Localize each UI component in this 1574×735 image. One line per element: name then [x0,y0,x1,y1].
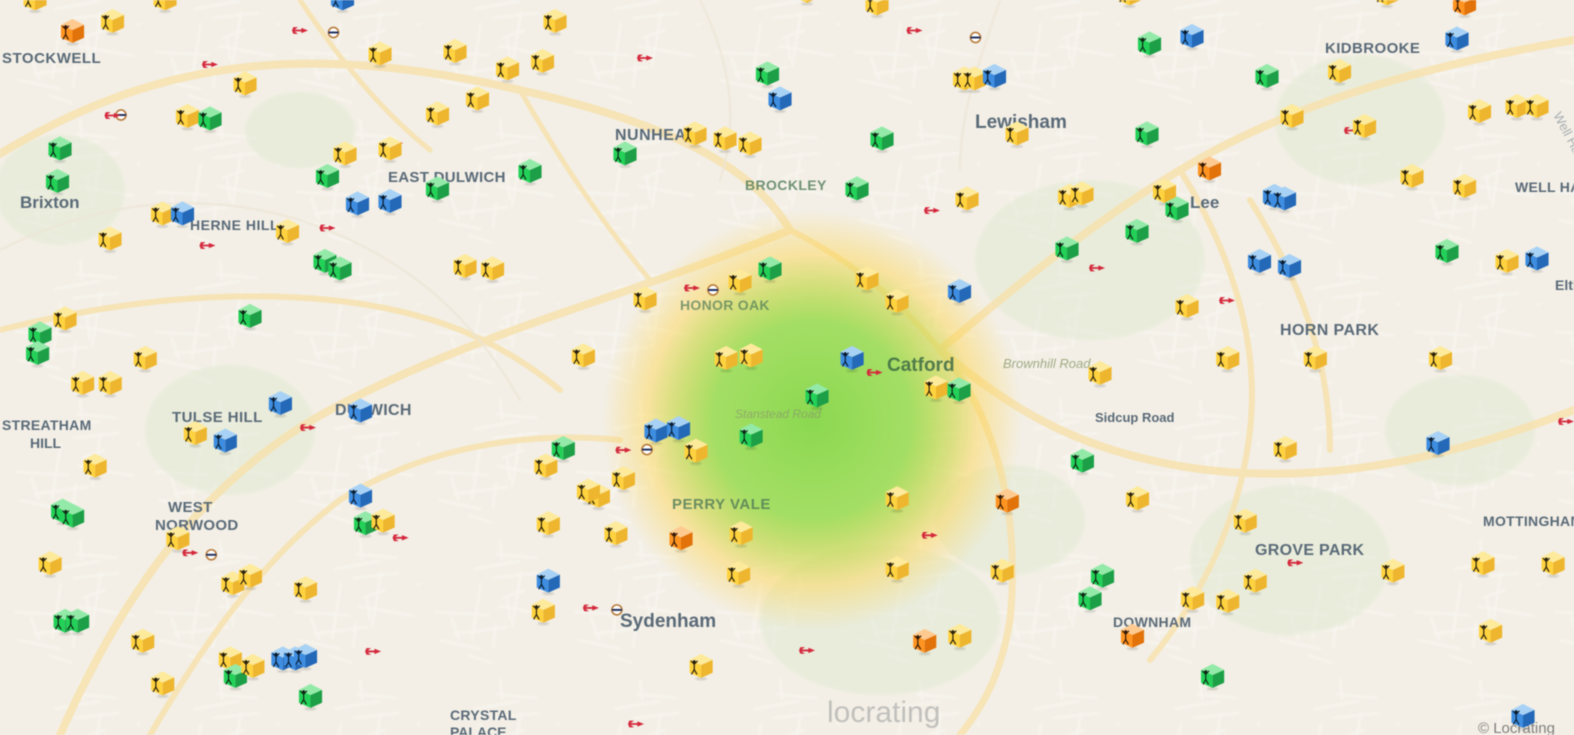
svg-text:MOTTINGHAM: MOTTINGHAM [1483,513,1574,529]
svg-text:Sidcup Road: Sidcup Road [1095,410,1175,425]
svg-text:STREATHAM: STREATHAM [2,417,92,433]
svg-text:PALACE: PALACE [450,724,507,735]
svg-text:locrating: locrating [827,696,940,729]
svg-text:TULSE HILL: TULSE HILL [172,409,263,426]
svg-text:Brixton: Brixton [20,193,80,212]
svg-text:KIDBROOKE: KIDBROOKE [1325,40,1420,57]
svg-text:STOCKWELL: STOCKWELL [2,50,101,67]
svg-text:CRYSTAL: CRYSTAL [450,707,517,723]
svg-text:Catford: Catford [887,355,955,376]
svg-text:DOWNHAM: DOWNHAM [1113,614,1191,630]
svg-text:Eltham: Eltham [1555,277,1574,293]
svg-text:BROCKLEY: BROCKLEY [745,177,827,193]
svg-text:DULWICH: DULWICH [335,402,412,419]
svg-text:HORN PARK: HORN PARK [1280,322,1379,339]
svg-text:WELL HALL: WELL HALL [1515,179,1574,195]
svg-text:WEST: WEST [168,499,213,516]
svg-text:PERRY VALE: PERRY VALE [672,496,771,513]
svg-text:Sydenham: Sydenham [620,611,716,632]
svg-text:HILL: HILL [30,435,62,451]
svg-text:Lee: Lee [1190,193,1219,212]
svg-text:HONOR OAK: HONOR OAK [680,297,770,313]
svg-text:GROVE PARK: GROVE PARK [1255,542,1365,559]
svg-text:Stanstead Road: Stanstead Road [735,407,821,421]
svg-text:NORWOOD: NORWOOD [155,517,239,534]
svg-text:Brownhill Road: Brownhill Road [1003,356,1091,371]
svg-text:HERNE HILL: HERNE HILL [190,217,279,233]
